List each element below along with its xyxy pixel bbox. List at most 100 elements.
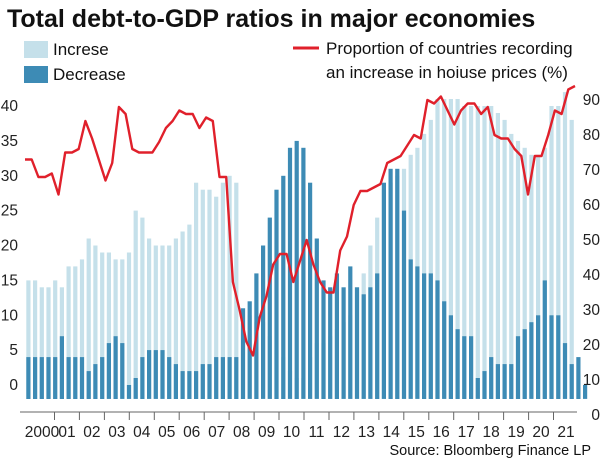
increase-bar-70: [495, 113, 500, 399]
increase-bar-69: [489, 106, 494, 399]
left-tick-label-0: 0: [9, 377, 18, 394]
x-tick-label-15: 15: [408, 424, 425, 441]
x-tick-label-0: 2000: [25, 424, 60, 441]
decrease-bar-62: [442, 301, 447, 399]
decrease-bar-16: [133, 378, 138, 399]
increase-bar-19: [153, 245, 158, 399]
decrease-bar-78: [549, 315, 554, 399]
decrease-bar-36: [267, 217, 272, 399]
x-axis-ticks: 2000 01 02 03 04 05 06 07 08 09 10 11 12 13 14 15 16 17 18…: [25, 412, 575, 441]
decrease-bar-67: [475, 378, 480, 399]
right-tick-label-3: 30: [583, 302, 600, 319]
increase-bar-66: [469, 106, 474, 399]
decrease-bar-55: [395, 168, 400, 399]
left-tick-label-3: 15: [1, 272, 18, 289]
decrease-bar-1: [33, 357, 38, 399]
x-tick-label-21: 21: [557, 424, 574, 441]
increase-bar-24: [187, 224, 192, 399]
increase-bar-16: [133, 210, 138, 399]
house-price-line: [25, 84, 576, 357]
decrease-bar-79: [556, 315, 561, 399]
increase-bar-80: [562, 92, 568, 399]
decrease-bar-30: [227, 357, 232, 399]
increase-bar-0: [26, 280, 31, 399]
increase-bar-23: [180, 231, 185, 399]
decrease-bar-44: [321, 280, 326, 399]
increase-bar-76: [536, 154, 541, 399]
left-axis-ticks: 0 5 10 15 20 25 30 35 40: [1, 98, 19, 394]
left-tick-label-1: 5: [9, 342, 18, 359]
increase-bar-74: [522, 147, 527, 399]
legend-increase-label: Increse: [53, 40, 109, 59]
decrease-bar-18: [147, 350, 152, 399]
left-tick-label-5: 25: [1, 203, 18, 220]
decrease-bar-14: [120, 343, 125, 399]
left-tick-label-4: 20: [1, 238, 19, 255]
decrease-bar-83: [583, 385, 588, 399]
x-tick-label-16: 16: [433, 424, 450, 441]
decrease-bar-22: [173, 364, 178, 399]
decrease-bar-3: [46, 357, 51, 399]
decrease-bar-49: [354, 287, 360, 399]
legend-increase-swatch: [24, 41, 48, 58]
decrease-bar-71: [502, 364, 507, 399]
decrease-bar-4: [53, 357, 58, 399]
x-tick-label-2: 02: [83, 424, 100, 441]
increase-bar-59: [422, 133, 427, 399]
increase-bar-29: [220, 182, 225, 399]
decrease-bar-61: [435, 280, 440, 399]
increase-bar-17: [140, 217, 145, 399]
x-tick-label-3: 03: [108, 424, 125, 441]
right-tick-label-6: 60: [583, 197, 600, 214]
x-tick-label-10: 10: [283, 424, 301, 441]
decrease-bar-42: [308, 182, 313, 399]
x-tick-label-9: 09: [258, 424, 275, 441]
decrease-bar-64: [455, 329, 460, 399]
increase-bar-18: [147, 238, 152, 399]
decrease-bar-35: [261, 245, 266, 399]
decrease-bar-38: [281, 175, 286, 399]
x-tick-label-17: 17: [458, 424, 475, 441]
increase-bar-72: [509, 133, 514, 399]
increase-bar-6: [66, 266, 71, 399]
decrease-bar-63: [448, 315, 453, 399]
increase-bar-26: [200, 189, 205, 399]
decrease-bar-43: [314, 238, 319, 399]
decrease-bar-7: [73, 357, 78, 399]
decrease-bar-31: [234, 357, 239, 399]
decrease-bar-37: [274, 189, 279, 399]
increase-bar-22: [173, 238, 178, 399]
decrease-bar-52: [375, 273, 380, 399]
decrease-bar-26: [200, 364, 205, 399]
legend-decrease-label: Decrease: [53, 65, 126, 84]
increase-bar-20: [160, 245, 165, 399]
right-axis-ticks: 0 10 20 30 40 50 60 70 80 90: [583, 92, 600, 424]
x-tick-label-19: 19: [507, 424, 524, 441]
legend-line-label-2: an increase in hoiuse prices (%): [326, 63, 568, 82]
decrease-bar-45: [328, 287, 333, 399]
increase-bar-27: [207, 189, 212, 399]
decrease-bar-50: [361, 294, 366, 399]
increase-bar-77: [542, 147, 547, 399]
x-tick-label-13: 13: [358, 424, 375, 441]
increase-bar-65: [462, 106, 467, 399]
increase-bar-25: [194, 182, 199, 399]
decrease-bar-57: [408, 259, 413, 399]
increase-bar-67: [475, 106, 480, 399]
decrease-bar-15: [126, 385, 132, 399]
decrease-bar-5: [59, 336, 64, 399]
decrease-bar-32: [240, 308, 246, 399]
left-tick-label-2: 10: [1, 307, 19, 324]
decrease-bar-82: [576, 357, 581, 399]
increase-bar-10: [93, 245, 98, 399]
decrease-bar-66: [469, 336, 474, 399]
decrease-bar-46: [334, 273, 339, 399]
right-tick-label-1: 10: [583, 372, 600, 389]
right-tick-label-0: 0: [591, 407, 600, 424]
increase-bar-15: [126, 252, 132, 399]
decrease-bar-73: [515, 336, 521, 399]
left-tick-label-8: 40: [1, 98, 19, 115]
increase-bar-62: [442, 99, 447, 399]
increase-bar-7: [73, 266, 78, 399]
